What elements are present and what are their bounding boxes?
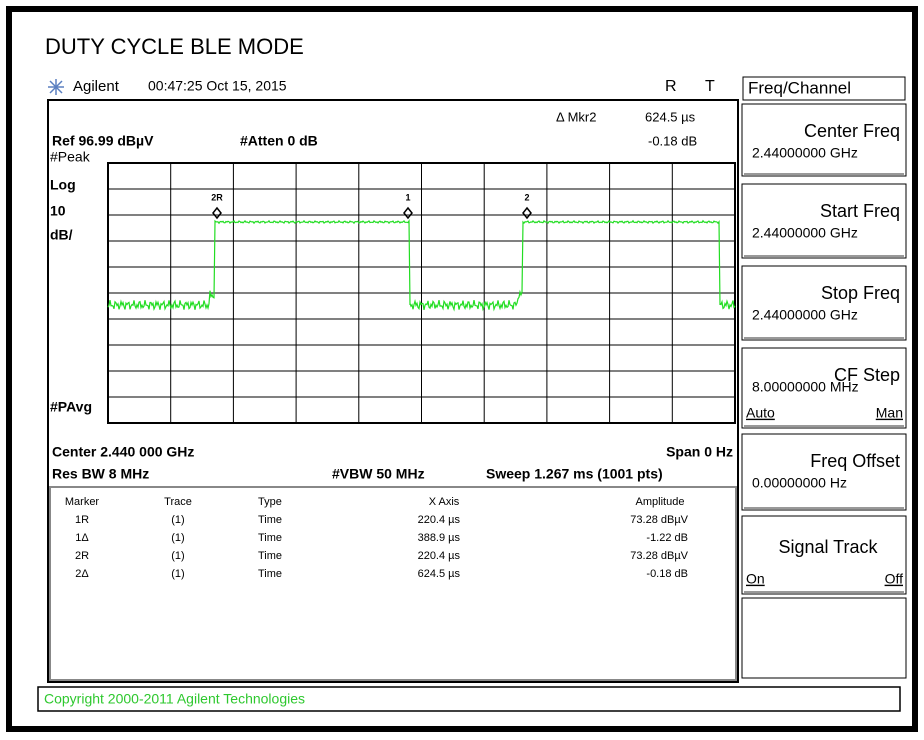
marker-label: 2: [524, 192, 529, 202]
marker-diamond: [522, 206, 532, 220]
scale-unit: dB/: [50, 227, 73, 243]
softkey-option[interactable]: On: [746, 571, 765, 587]
table-cell: (1): [171, 550, 184, 562]
detector: #Peak: [50, 149, 91, 165]
marker-x: 624.5 µs: [645, 109, 696, 124]
softkey-option[interactable]: Off: [885, 571, 904, 587]
table-cell: -0.18 dB: [646, 568, 688, 580]
softkey-value: 2.44000000 GHz: [752, 307, 858, 323]
table-cell: -1.22 dB: [646, 532, 688, 544]
table-cell: 73.28 dBµV: [630, 550, 688, 562]
table-cell: 388.9 µs: [418, 532, 461, 544]
softkey[interactable]: [741, 183, 907, 259]
table-header: Type: [258, 496, 282, 508]
softkey-label: Start Freq: [820, 201, 900, 221]
table-frame: [49, 486, 737, 681]
table-cell: 73.28 dBµV: [630, 514, 688, 526]
center-freq: Center 2.440 000 GHz: [52, 444, 194, 460]
softkey-option[interactable]: Auto: [746, 405, 775, 421]
table-cell: Time: [258, 550, 282, 562]
marker-label: Δ Mkr2: [556, 109, 596, 124]
sweep: Sweep 1.267 ms (1001 pts): [486, 466, 663, 482]
table-cell: (1): [171, 532, 184, 544]
attenuation: #Atten 0 dB: [240, 133, 318, 149]
softkey-label: CF Step: [834, 365, 900, 385]
softkey[interactable]: [741, 433, 907, 511]
table-cell: 1R: [75, 514, 89, 526]
softkey-empty: [741, 597, 907, 679]
softkey[interactable]: [741, 103, 907, 177]
table-cell: 220.4 µs: [418, 550, 461, 562]
softkey-value: 0.00000000 Hz: [752, 475, 847, 491]
copyright: Copyright 2000-2011 Agilent Technologies: [44, 691, 305, 707]
table-cell: Time: [258, 532, 282, 544]
softkey-option[interactable]: Man: [876, 405, 903, 421]
table-cell: 624.5 µs: [418, 568, 461, 580]
softkey-label: Center Freq: [804, 121, 900, 141]
softkey-value: 8.00000000 MHz: [752, 379, 859, 395]
table-header: Marker: [65, 496, 100, 508]
marker-amplitude: -0.18 dB: [648, 133, 697, 148]
brand: Agilent: [73, 78, 120, 95]
table-header: Trace: [164, 496, 192, 508]
agilent-logo: [48, 79, 64, 95]
vbw: #VBW 50 MHz: [332, 466, 425, 482]
menu-title: Freq/Channel: [748, 78, 851, 97]
table-cell: (1): [171, 514, 184, 526]
rbw: Res BW 8 MHz: [52, 466, 149, 482]
marker-label: 2R: [211, 192, 223, 202]
softkey[interactable]: [741, 347, 907, 429]
page-title: DUTY CYCLE BLE MODE: [45, 34, 304, 59]
table-cell: 2R: [75, 550, 89, 562]
table-cell: 1Δ: [75, 532, 89, 544]
softkey-label: Stop Freq: [821, 283, 900, 303]
softkey-value: 2.44000000 GHz: [752, 145, 858, 161]
scale-value: 10: [50, 203, 66, 219]
trace: [107, 218, 736, 312]
marker-diamond: [212, 206, 222, 220]
span: Span 0 Hz: [666, 444, 733, 460]
ref-level: Ref 96.99 dBµV: [52, 133, 154, 149]
scale-type: Log: [50, 177, 76, 193]
table-cell: 220.4 µs: [418, 514, 461, 526]
softkey[interactable]: [741, 265, 907, 341]
softkey-label: Freq Offset: [810, 451, 900, 471]
softkey[interactable]: [741, 515, 907, 595]
table-cell: Time: [258, 514, 282, 526]
table-cell: 2Δ: [75, 568, 89, 580]
marker-diamond: [403, 206, 413, 220]
table-cell: (1): [171, 568, 184, 580]
table-cell: Time: [258, 568, 282, 580]
average: #PAvg: [50, 399, 92, 415]
marker-label: 1: [405, 192, 410, 202]
table-header: Amplitude: [636, 496, 685, 508]
indicator: T: [705, 78, 715, 95]
softkey-value: 2.44000000 GHz: [752, 225, 858, 241]
indicator: R: [665, 78, 677, 95]
display-frame: [47, 99, 739, 683]
softkey-label: Signal Track: [778, 537, 878, 557]
datetime: 00:47:25 Oct 15, 2015: [148, 78, 287, 94]
status-bar: [37, 686, 901, 712]
table-header: X Axis: [429, 496, 460, 508]
menu-title-box: [742, 76, 906, 101]
